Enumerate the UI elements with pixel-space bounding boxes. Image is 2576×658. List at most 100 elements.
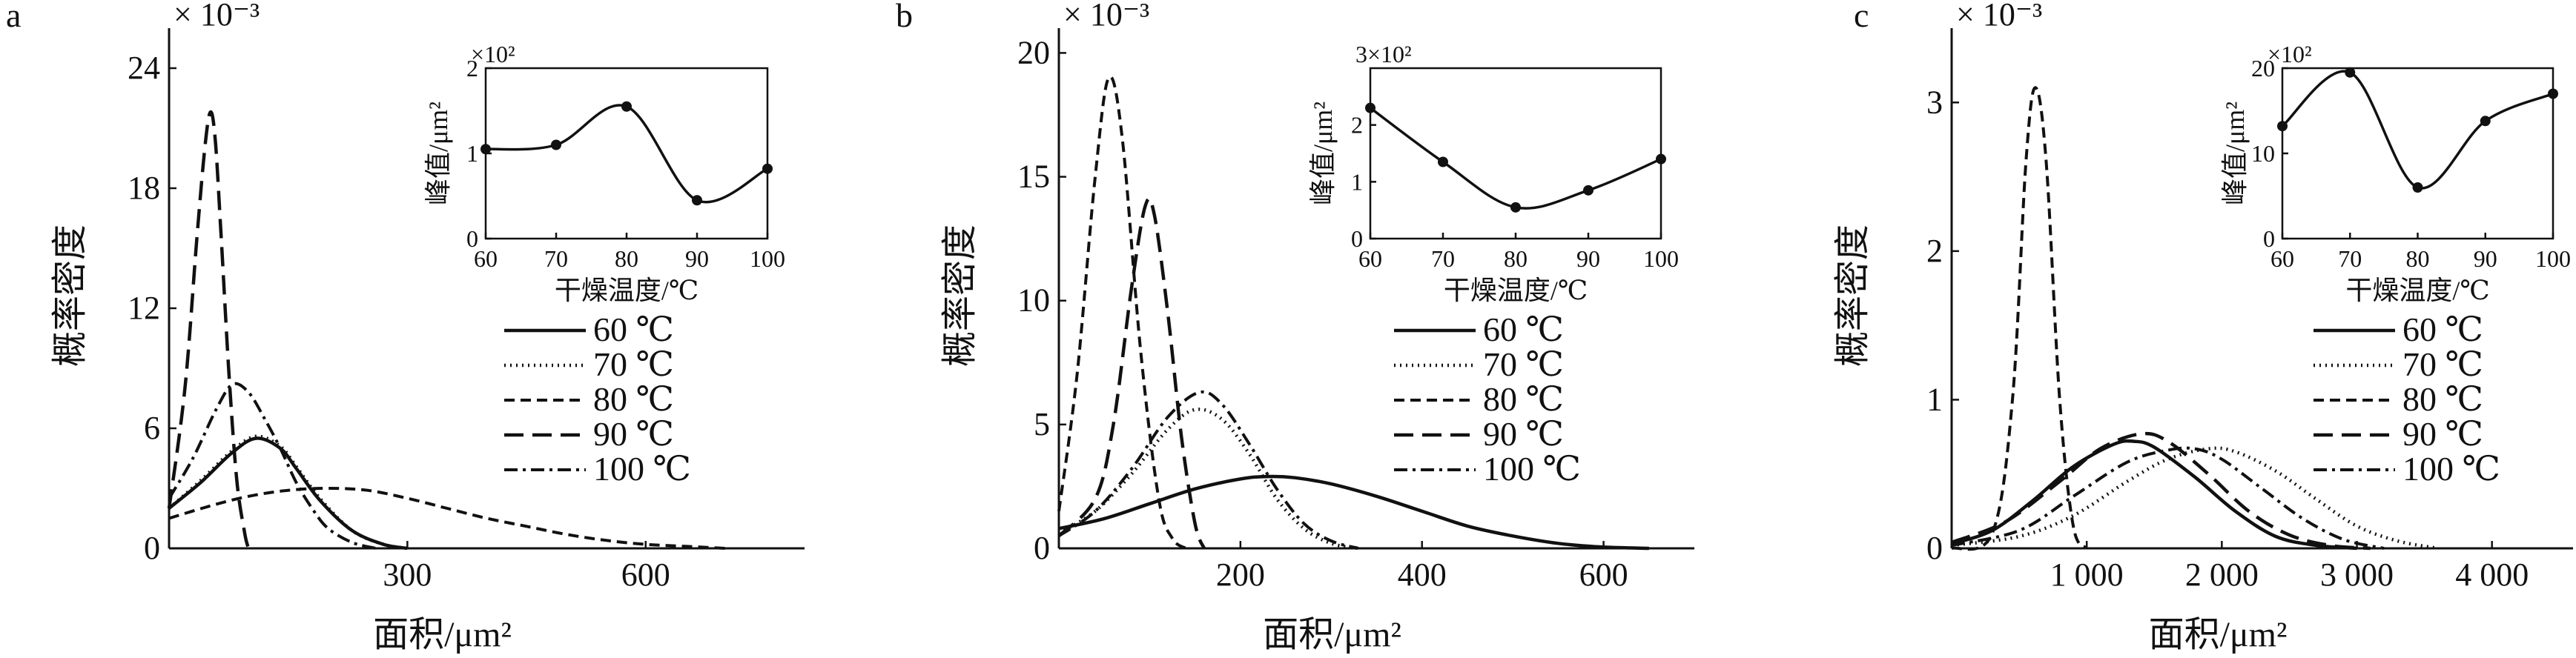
legend-label: 90 ℃	[2402, 415, 2483, 453]
inset-point	[2480, 116, 2491, 127]
inset-frame	[1369, 67, 1662, 240]
series-line-dashed	[168, 486, 726, 550]
y-tick-label: 0	[1926, 530, 1943, 566]
y-axis-title: 概率密度	[940, 225, 980, 367]
inset-chart: 3×10² 0 1 2 60 70 80 90 100 干燥温度/℃ 峰值/μm²	[1308, 41, 1679, 305]
series-line-dotted	[1057, 408, 1359, 551]
inset-x-tick-label: 100	[750, 245, 785, 272]
inset-point	[2345, 67, 2356, 78]
inset-point	[551, 139, 561, 150]
inset-chart: ×10² 0 1 2 60 70 80 90 100 干燥温度/℃ 峰值/μm²	[423, 41, 785, 305]
inset-point	[1365, 102, 1375, 113]
legend-label: 80 ℃	[2402, 380, 2483, 418]
inset-point	[2548, 88, 2558, 99]
y-tick-label: 15	[1017, 159, 1050, 195]
x-tick-label: 400	[1398, 556, 1447, 593]
inset-line	[2281, 70, 2554, 190]
inset-x-title: 干燥温度/℃	[555, 276, 699, 305]
inset-scale-label: ×10²	[2268, 41, 2312, 67]
y-tick-label: 24	[128, 50, 160, 86]
inset-y-tick-label: 10	[2251, 140, 2275, 167]
legend-label: 100 ℃	[593, 450, 691, 488]
x-tick-label: 300	[383, 556, 432, 593]
inset-point	[1510, 202, 1521, 213]
x-tick-label: 2 000	[2185, 556, 2259, 593]
inset-x-tick-label: 80	[615, 245, 638, 272]
legend-label: 60 ℃	[1483, 310, 1564, 348]
inset-y-tick-label: 2	[466, 55, 478, 82]
x-tick-label: 200	[1216, 556, 1265, 593]
inset-x-tick-label: 90	[685, 245, 709, 272]
inset-point	[480, 144, 491, 155]
inset-y-tick-label: 0	[2263, 225, 2275, 252]
inset-point	[2277, 121, 2288, 132]
panel-letter: c	[1854, 0, 1869, 34]
inset-point	[1438, 156, 1448, 167]
inset-x-tick-label: 80	[1504, 245, 1528, 272]
inset-x-tick-label: 90	[2474, 245, 2497, 272]
y-axis-title: 概率密度	[1833, 225, 1872, 367]
y-tick-label: 1	[1926, 381, 1943, 417]
inset-scale-label: 3×10²	[1355, 41, 1412, 67]
series-line-dashdot	[168, 382, 377, 550]
legend-label: 70 ℃	[1483, 345, 1564, 383]
inset-y-tick-label: 1	[1351, 168, 1363, 195]
y-tick-label: 12	[128, 290, 160, 326]
series-line-solid	[168, 436, 408, 551]
x-tick-label: 3 000	[2320, 556, 2394, 593]
inset-x-tick-label: 100	[1643, 245, 1679, 272]
y-scale-label: × 10⁻³	[1063, 0, 1149, 33]
inset-point	[692, 195, 702, 206]
inset-x-title: 干燥温度/℃	[1444, 276, 1588, 305]
y-tick-label: 3	[1926, 84, 1943, 120]
series-line-dotted	[168, 434, 408, 551]
x-tick-label: 600	[621, 556, 670, 593]
inset-x-tick-label: 70	[544, 245, 568, 272]
legend-label: 60 ℃	[593, 310, 674, 348]
chart-panel-c: c × 10⁻³ 0 1 2 3 1 000 2 000 3 000 4 000 面积/μm² 概率密…	[1833, 0, 2573, 654]
inset-y-tick-label: 2	[1351, 112, 1363, 139]
x-tick-label: 1 000	[2050, 556, 2124, 593]
inset-line	[1369, 107, 1662, 210]
inset-y-title: 峰值/μm²	[1308, 102, 1338, 205]
inset-x-tick-label: 100	[2535, 245, 2571, 272]
x-axis-title: 面积/μm²	[373, 615, 512, 654]
series-line-dashdot	[1057, 390, 1359, 550]
inset-y-tick-label: 0	[466, 225, 478, 252]
y-axis-title: 概率密度	[50, 225, 90, 367]
inset-point	[2412, 182, 2423, 193]
legend-label: 90 ℃	[1483, 415, 1564, 453]
y-tick-label: 10	[1017, 282, 1050, 319]
legend-label: 80 ℃	[1483, 380, 1564, 418]
y-tick-label: 0	[1034, 530, 1050, 566]
legend-label: 70 ℃	[593, 345, 674, 383]
panel-letter: a	[6, 0, 21, 34]
x-axis-title: 面积/μm²	[1263, 615, 1401, 654]
y-tick-label: 0	[144, 530, 160, 566]
y-tick-label: 2	[1926, 233, 1943, 269]
inset-point	[1656, 153, 1666, 164]
panel-letter: b	[896, 0, 913, 34]
legend-label: 60 ℃	[2402, 310, 2483, 348]
x-tick-label: 600	[1579, 556, 1628, 593]
series-line-longdash	[1057, 196, 1206, 549]
series-line-longdash	[167, 110, 251, 549]
inset-x-tick-label: 70	[2338, 245, 2362, 272]
inset-point	[1583, 185, 1594, 196]
y-scale-label: × 10⁻³	[174, 0, 260, 33]
legend-label: 70 ℃	[2402, 345, 2483, 383]
inset-x-tick-label: 90	[1576, 245, 1600, 272]
series-line-longdash	[1951, 431, 2371, 551]
x-axis-title: 面积/μm²	[2149, 615, 2288, 654]
inset-x-tick-label: 60	[474, 245, 498, 272]
y-tick-label: 20	[1017, 34, 1050, 70]
legend-label: 100 ℃	[1483, 450, 1581, 488]
inset-point	[621, 101, 632, 112]
y-tick-label: 18	[128, 170, 160, 206]
inset-point	[762, 163, 773, 174]
inset-x-tick-label: 60	[2270, 245, 2294, 272]
inset-chart: ×10² 0 10 20 60 70 80 90 100 干燥温度/℃ 峰值/μm²	[2220, 41, 2571, 305]
inset-scale-label: ×10²	[471, 41, 515, 67]
legend-label: 80 ℃	[593, 380, 674, 418]
